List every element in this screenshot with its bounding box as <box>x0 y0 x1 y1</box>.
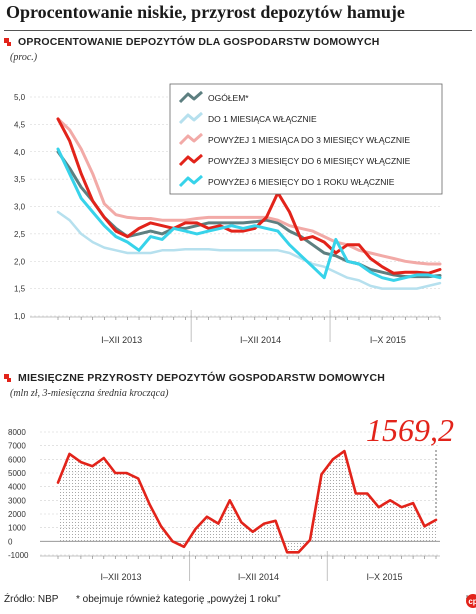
footnote: * obejmuje również kategorię „powyżej 1 … <box>76 594 281 605</box>
chart1-ytick-label: 5,0 <box>14 93 26 102</box>
chart2-ytick-label: 1000 <box>8 524 26 533</box>
chart1-ytick-label: 4,5 <box>14 120 26 129</box>
chart1-period-label: I–X 2015 <box>370 335 406 345</box>
chart1-ytick-label: 2,0 <box>14 257 26 266</box>
chart2-ytick-label: 3000 <box>8 496 26 505</box>
chart2-period-label: I–XII 2014 <box>238 572 279 582</box>
chart1-subtitle: (proc.) <box>10 52 38 63</box>
chart2-annotation-value: 1569,2 <box>366 412 454 448</box>
chart2-title: Miesięczne przyrosty depozytów gospodars… <box>18 372 386 384</box>
chart1-series-line <box>56 117 442 266</box>
chart2-ytick-label: -1000 <box>8 551 29 560</box>
chart1-title: Oprocentowanie depozytów dla gospodarstw… <box>18 36 380 48</box>
chart1-ytick-label: 3,5 <box>14 175 26 184</box>
chart1-legend-label: POWYŻEJ 6 MIESIĘCY DO 1 ROKU WŁĄCZNIE <box>208 177 395 187</box>
cp-badge-icon: cp <box>466 594 476 608</box>
chart1-legend-label: OGÓŁEM* <box>208 93 249 103</box>
chart2-ytick-label: 0 <box>8 537 13 546</box>
chart1-legend-swatch <box>178 174 203 188</box>
chart1-legend-box <box>169 83 443 195</box>
chart2-heading: Miesięczne przyrosty depozytów gospodars… <box>4 372 385 384</box>
chart1-ytick-label: 3,0 <box>14 203 26 212</box>
chart2-ytick-label: 5000 <box>8 469 26 478</box>
chart1-legend-label: POWYŻEJ 3 MIESIĘCY DO 6 MIESIĘCY WŁĄCZNI… <box>208 156 411 166</box>
chart2-ytick-label: 6000 <box>8 455 26 464</box>
chart2-ytick-label: 8000 <box>8 428 26 437</box>
chart2-ytick-label: 2000 <box>8 510 26 519</box>
chart1-series-line <box>56 210 442 290</box>
chart1-legend-label: POWYŻEJ 1 MIESIĄCA DO 3 MIESIĘCY WŁĄCZNI… <box>208 135 410 145</box>
chart2-subtitle: (mln zł, 3-miesięczna średnia krocząca) <box>10 388 169 399</box>
chart1-period-label: I–XII 2014 <box>240 335 281 345</box>
chart1-ytick-label: 2,5 <box>14 230 26 239</box>
chart1-ytick-label: 1,0 <box>14 312 26 321</box>
section-marker-icon <box>4 374 12 382</box>
chart2-series-line <box>56 449 438 554</box>
chart1-legend-swatch <box>178 111 203 125</box>
title-rule <box>4 30 472 31</box>
section-marker-icon <box>4 38 12 46</box>
chart2-period-label: I–XII 2013 <box>100 572 141 582</box>
chart1-series-line <box>56 147 442 282</box>
main-title: Oprocentowanie niskie, przyrost depozytó… <box>6 2 405 22</box>
chart1-ytick-label: 1,5 <box>14 285 26 294</box>
chart1-legend-swatch <box>178 132 203 146</box>
chart2-ytick-label: 4000 <box>8 483 26 492</box>
source-note: Źródło: NBP <box>4 594 59 605</box>
chart1-heading: Oprocentowanie depozytów dla gospodarstw… <box>4 36 380 48</box>
chart2-period-label: I–X 2015 <box>366 572 402 582</box>
chart1-series-line <box>56 117 442 275</box>
chart1-legend-swatch <box>178 153 203 167</box>
chart2-ytick-label: 7000 <box>8 442 26 451</box>
chart1-legend-swatch <box>178 90 203 104</box>
chart1-legend-label: DO 1 MIESIĄCA WŁĄCZNIE <box>208 114 317 124</box>
chart2-area-fill <box>58 451 436 553</box>
chart1-ytick-label: 4,0 <box>14 148 26 157</box>
footer: Źródło: NBP * obejmuje również kategorię… <box>0 592 476 612</box>
chart1-period-label: I–XII 2013 <box>101 335 142 345</box>
